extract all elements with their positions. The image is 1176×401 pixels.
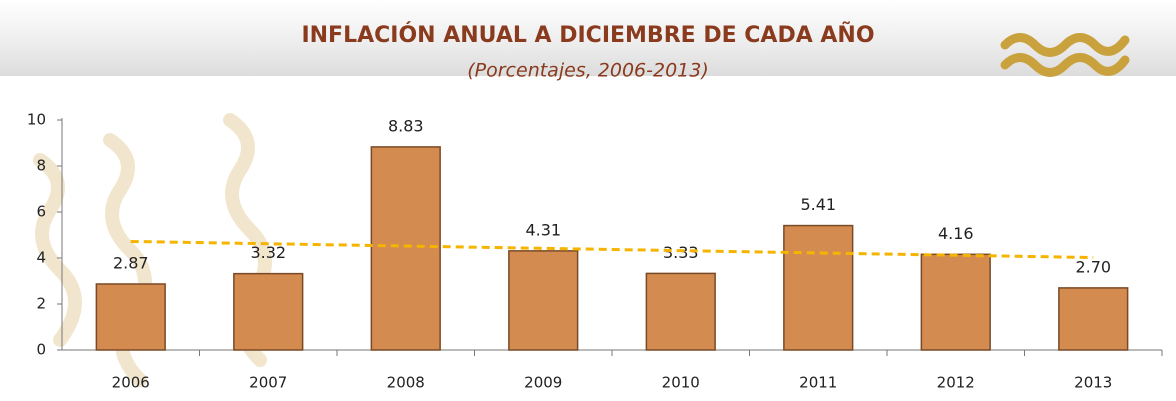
value-label: 3.32 [250, 243, 286, 262]
title-band [0, 0, 1176, 76]
y-tick-label: 4 [36, 249, 46, 267]
x-tick-label: 2008 [387, 374, 425, 392]
trendline [130, 239, 1094, 260]
bar [645, 272, 716, 351]
value-label: 4.16 [938, 224, 974, 243]
value-label: 8.83 [388, 116, 424, 135]
logo [1000, 33, 1130, 77]
bar [783, 224, 854, 351]
x-tick-label: 2006 [112, 374, 150, 392]
x-tick-label: 2013 [1074, 374, 1112, 392]
y-tick-label: 6 [36, 203, 46, 221]
bar [920, 253, 991, 351]
y-tick-label: 8 [36, 157, 46, 175]
value-label: 2.70 [1075, 257, 1111, 276]
y-tick-label: 10 [27, 111, 46, 129]
value-label: 3.33 [663, 243, 699, 262]
x-tick-label: 2007 [249, 374, 287, 392]
chart-title: INFLACIÓN ANUAL A DICIEMBRE DE CADA AÑO [301, 22, 874, 48]
bar [508, 250, 579, 351]
bar [370, 146, 441, 351]
x-tick-label: 2010 [662, 374, 700, 392]
x-tick-label: 2009 [524, 374, 562, 392]
bar [95, 283, 166, 351]
x-tick-label: 2011 [799, 374, 837, 392]
y-tick-label: 0 [36, 341, 46, 359]
chart-subtitle: (Porcentajes, 2006-2013) [467, 60, 709, 82]
value-label: 5.41 [800, 195, 836, 214]
bar [1058, 287, 1129, 351]
bar [233, 272, 304, 351]
y-tick-label: 2 [36, 295, 46, 313]
x-tick-label: 2012 [937, 374, 975, 392]
value-label: 2.87 [113, 253, 149, 272]
value-label: 4.31 [525, 220, 561, 239]
